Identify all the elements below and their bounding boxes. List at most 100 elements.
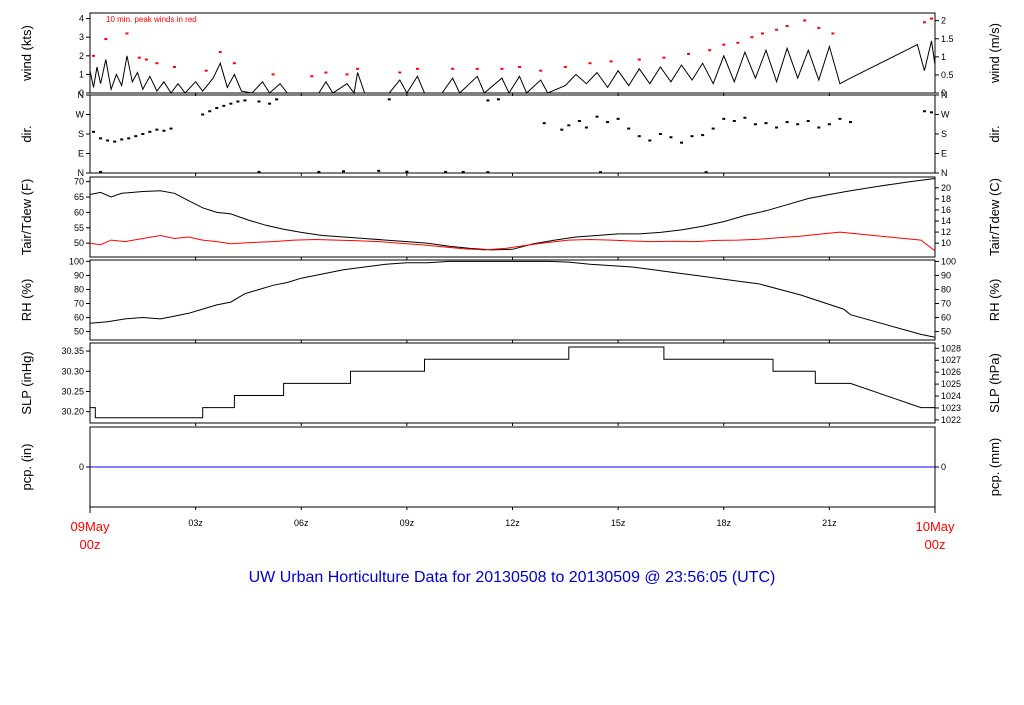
right-tick-label: 14 bbox=[941, 216, 951, 226]
data-point bbox=[563, 65, 567, 68]
right-tick-label: 70 bbox=[941, 299, 951, 309]
data-point bbox=[201, 113, 205, 116]
data-point bbox=[92, 130, 96, 133]
data-point bbox=[567, 124, 571, 127]
left-tick-label: 60 bbox=[74, 313, 84, 323]
x-tick-label: 12z bbox=[505, 518, 520, 528]
data-point bbox=[345, 73, 349, 76]
series-line bbox=[89, 178, 936, 251]
data-point bbox=[496, 98, 500, 101]
data-point bbox=[743, 116, 747, 119]
right-tick-label: 0 bbox=[941, 462, 946, 472]
left-tick-label: 4 bbox=[79, 14, 84, 24]
data-point bbox=[271, 73, 275, 76]
right-tick-label: 60 bbox=[941, 313, 951, 323]
data-point bbox=[99, 137, 103, 140]
data-point bbox=[595, 115, 599, 118]
data-point bbox=[120, 138, 124, 141]
right-axis-label: wind (m/s) bbox=[987, 23, 1002, 84]
panel-frame bbox=[89, 342, 936, 424]
right-tick-label: 1026 bbox=[941, 367, 961, 377]
data-point bbox=[155, 62, 159, 65]
data-point bbox=[275, 98, 279, 101]
panel-pcp: 0 0 pcp. (in) pcp. (mm) bbox=[19, 426, 1002, 510]
data-point bbox=[486, 171, 490, 174]
data-point bbox=[542, 122, 546, 125]
data-point bbox=[310, 75, 314, 78]
data-point bbox=[204, 69, 208, 72]
data-point bbox=[584, 126, 588, 129]
panel-annotation: 10 min. peak winds in red bbox=[106, 15, 197, 24]
data-point bbox=[539, 69, 543, 72]
left-axis-label: RH (%) bbox=[19, 279, 34, 322]
series-line bbox=[89, 231, 936, 252]
panel-frame bbox=[89, 259, 936, 341]
right-tick-label: 20 bbox=[941, 183, 951, 193]
data-point bbox=[560, 128, 564, 131]
data-point bbox=[637, 135, 641, 138]
left-tick-label: W bbox=[76, 110, 85, 120]
left-axis-label: pcp. (in) bbox=[19, 444, 34, 491]
data-point bbox=[377, 169, 381, 172]
data-point bbox=[104, 38, 108, 41]
panel-slp: 30.20 30.25 30.30 30.35 1022 1023 1024 1025 1026… bbox=[19, 342, 1002, 426]
left-tick-label: 60 bbox=[74, 207, 84, 217]
data-point bbox=[141, 133, 145, 135]
right-tick-label: 1023 bbox=[941, 403, 961, 413]
data-point bbox=[257, 170, 261, 173]
right-tick-label: S bbox=[941, 129, 947, 139]
data-point bbox=[342, 170, 345, 173]
data-point bbox=[616, 117, 620, 120]
left-tick-label: 30.30 bbox=[61, 366, 84, 376]
x-tick-label: 03z bbox=[188, 518, 203, 528]
data-point bbox=[113, 140, 117, 143]
left-tick-label: N bbox=[78, 90, 85, 100]
data-point bbox=[708, 49, 712, 52]
panel-frame bbox=[89, 94, 936, 174]
data-point bbox=[817, 126, 821, 129]
data-point bbox=[701, 134, 705, 137]
data-point bbox=[750, 36, 754, 39]
data-point bbox=[208, 110, 212, 113]
left-axis-label: SLP (inHg) bbox=[19, 351, 34, 414]
data-point bbox=[486, 99, 490, 102]
data-point bbox=[599, 171, 603, 174]
left-axis-label: Tair/Tdew (F) bbox=[19, 179, 34, 256]
left-tick-label: 55 bbox=[74, 223, 84, 233]
data-point bbox=[827, 123, 831, 126]
x-start-time-label: 00z bbox=[80, 537, 101, 552]
data-point bbox=[155, 128, 159, 131]
data-point bbox=[173, 65, 176, 68]
series-line bbox=[89, 260, 936, 338]
right-tick-label: E bbox=[941, 149, 947, 159]
data-point bbox=[687, 52, 691, 55]
right-tick-label: 10 bbox=[941, 238, 951, 248]
right-tick-label: 1 bbox=[941, 52, 946, 62]
right-tick-label: 16 bbox=[941, 205, 951, 215]
data-point bbox=[722, 43, 726, 46]
data-point bbox=[451, 67, 455, 70]
left-tick-label: N bbox=[78, 168, 85, 178]
x-axis: 03z 06z 09z 12z 15z 18z 21z 09May 00z 10May 00z bbox=[70, 507, 955, 552]
data-point bbox=[796, 123, 800, 126]
left-tick-label: 0 bbox=[79, 462, 84, 472]
data-point bbox=[475, 67, 479, 70]
data-point bbox=[922, 21, 926, 24]
data-point bbox=[257, 100, 261, 103]
data-point bbox=[609, 60, 613, 63]
x-tick-label: 15z bbox=[611, 518, 626, 528]
x-tick-label: 21z bbox=[822, 518, 837, 528]
left-tick-label: 2 bbox=[79, 51, 84, 61]
data-point bbox=[243, 99, 247, 102]
data-point bbox=[817, 26, 821, 29]
data-point bbox=[222, 104, 226, 107]
data-point bbox=[775, 126, 779, 129]
data-point bbox=[461, 170, 465, 173]
chart-title: UW Urban Horticulture Data for 20130508 … bbox=[249, 569, 776, 586]
data-point bbox=[722, 117, 726, 120]
panel-wind: 0 1 2 3 4 0 0.5 1 1.5 2 wind (kts) wind (m/s) 10 min… bbox=[19, 12, 1002, 98]
